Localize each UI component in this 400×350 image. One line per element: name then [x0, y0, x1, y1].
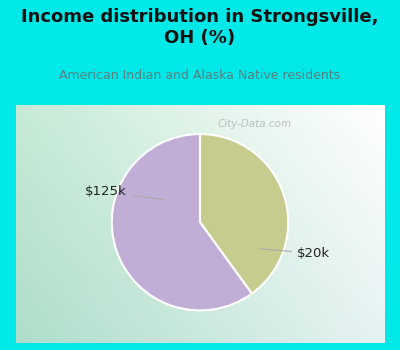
- Text: City-Data.com: City-Data.com: [218, 119, 292, 128]
- Text: Income distribution in Strongsville,
OH (%): Income distribution in Strongsville, OH …: [21, 8, 379, 47]
- Text: $20k: $20k: [260, 247, 330, 260]
- Text: $125k: $125k: [85, 185, 164, 200]
- Text: American Indian and Alaska Native residents: American Indian and Alaska Native reside…: [60, 69, 340, 82]
- Wedge shape: [200, 134, 288, 294]
- Wedge shape: [112, 134, 252, 310]
